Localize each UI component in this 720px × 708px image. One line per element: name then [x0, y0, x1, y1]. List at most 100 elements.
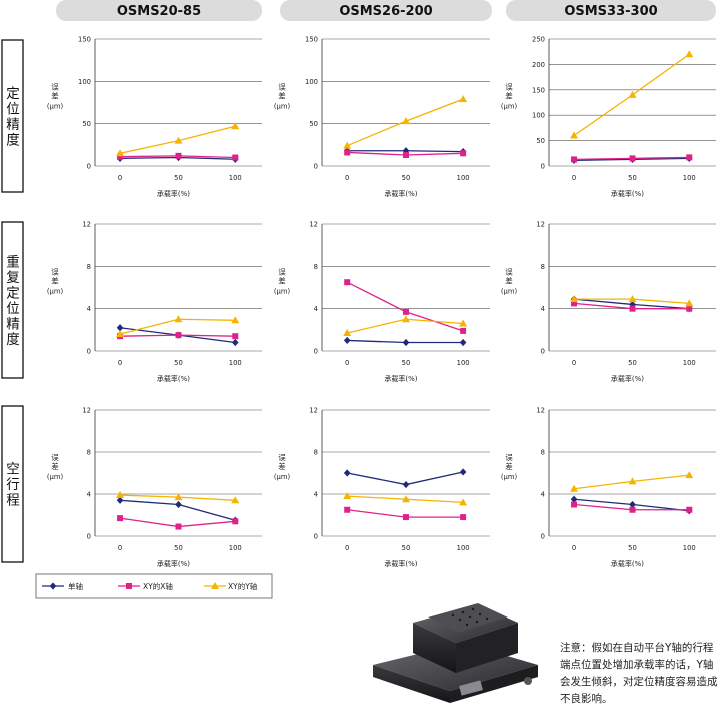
y-tick-label: 150 [78, 36, 91, 44]
data-point-square [460, 514, 467, 521]
y-axis-label: 误 [51, 453, 59, 462]
y-tick-label: 8 [541, 449, 545, 457]
legend-label: XY的X轴 [143, 581, 173, 591]
y-tick-label: 200 [532, 61, 545, 69]
y-axis-label: (μm) [47, 473, 64, 481]
x-axis-label: 承载率(%) [384, 374, 417, 383]
x-tick-label: 100 [229, 359, 242, 367]
plot-panel: 0 50 100 150 200 250 误差 (μm) 0 50 100 承载率(%) [501, 36, 716, 198]
x-tick-label: 50 [628, 174, 637, 182]
x-tick-label: 100 [457, 544, 470, 552]
data-point-triangle [570, 484, 579, 492]
y-axis-label: 误 [278, 268, 286, 277]
x-axis-label: 承载率(%) [384, 559, 417, 568]
plot-panel: 0 4 8 12 误差 (μm) 0 50 100 承载率(%) [47, 221, 262, 383]
y-tick-label: 50 [309, 120, 318, 128]
y-axis-label: (μm) [501, 103, 518, 111]
x-tick-label: 0 [345, 359, 349, 367]
data-point-square [686, 154, 693, 161]
x-tick-label: 100 [683, 174, 696, 182]
x-tick-label: 50 [402, 359, 411, 367]
y-axis-label: 差 [278, 91, 286, 101]
data-point-triangle [628, 90, 637, 98]
y-tick-label: 0 [541, 348, 545, 356]
data-point-triangle [685, 299, 694, 307]
y-tick-label: 0 [87, 163, 91, 171]
y-tick-label: 100 [78, 78, 91, 86]
x-tick-label: 50 [174, 174, 183, 182]
x-axis-label: 承载率(%) [157, 559, 190, 568]
y-tick-label: 0 [314, 533, 318, 541]
note-text: 注意：假如在自动平台Y轴的行程端点位置处增加承载率的话，Y轴会发生倾斜，对定位精… [560, 642, 718, 705]
data-point-triangle [570, 131, 579, 139]
data-point-square [403, 514, 409, 521]
y-axis-label: 误 [51, 268, 59, 277]
data-point-triangle [174, 315, 183, 323]
x-tick-label: 50 [402, 174, 411, 182]
y-tick-label: 12 [309, 221, 318, 229]
data-point-triangle [628, 477, 637, 485]
data-point-square [686, 506, 693, 513]
data-point-triangle [231, 316, 240, 324]
row-label-box [1, 405, 24, 563]
data-point-square [629, 155, 636, 162]
data-point-square [571, 501, 578, 508]
x-axis-label: 承载率(%) [157, 189, 190, 198]
y-tick-label: 0 [314, 348, 318, 356]
y-axis-label: 差 [278, 461, 286, 471]
data-point-triangle [628, 295, 637, 303]
data-point-diamond [49, 582, 57, 590]
x-tick-label: 100 [683, 544, 696, 552]
data-point-triangle [174, 136, 183, 144]
row-label-text: 重复定位精度 [6, 254, 20, 348]
x-tick-label: 100 [683, 359, 696, 367]
y-axis-label: (μm) [274, 103, 291, 111]
column-header-label: OSMS20-85 [117, 4, 201, 19]
data-point-diamond [570, 495, 578, 503]
data-point-square [460, 150, 467, 157]
y-axis-label: 误 [505, 268, 513, 277]
x-axis-label: 承载率(%) [611, 559, 644, 568]
row-label-box [1, 221, 24, 379]
y-axis-label: (μm) [47, 103, 64, 111]
plot-panel: 0 50 100 150 误差 (μm) 0 50 100 承载率(%) [47, 36, 262, 198]
x-tick-label: 100 [457, 174, 470, 182]
data-point-diamond [343, 336, 351, 345]
column-header-label: OSMS33-300 [564, 4, 657, 19]
data-point-diamond [402, 338, 410, 347]
x-tick-label: 50 [628, 359, 637, 367]
y-axis-label: 误 [505, 83, 513, 92]
y-axis-label: (μm) [274, 288, 291, 296]
y-tick-label: 12 [82, 221, 91, 229]
data-point-triangle [685, 471, 694, 479]
series-line [346, 281, 464, 332]
data-point-diamond [343, 469, 351, 477]
y-tick-label: 0 [541, 533, 545, 541]
x-tick-label: 50 [628, 544, 637, 552]
data-point-triangle [402, 495, 410, 503]
y-axis-label: 误 [51, 83, 59, 92]
data-point-square [629, 506, 636, 513]
x-tick-label: 0 [118, 359, 122, 367]
y-tick-label: 100 [532, 112, 545, 120]
x-axis-label: 承载率(%) [611, 374, 644, 383]
data-point-square [175, 523, 182, 530]
y-tick-label: 8 [87, 263, 91, 271]
y-axis-label: (μm) [501, 473, 518, 481]
plot-panel: 0 4 8 12 误差 (μm) 0 50 100 承载率(%) [274, 221, 490, 383]
data-point-square [117, 153, 124, 160]
y-tick-label: 12 [82, 407, 91, 415]
legend-label: XY的Y轴 [228, 581, 257, 591]
x-tick-label: 0 [572, 359, 576, 367]
data-point-diamond [629, 300, 636, 309]
y-tick-label: 150 [532, 86, 545, 94]
y-tick-label: 4 [87, 491, 91, 499]
x-axis-label: 承载率(%) [157, 374, 190, 383]
data-point-triangle [402, 117, 410, 125]
data-point-square [175, 152, 182, 159]
plot-panel: 0 4 8 12 误差 (μm) 0 50 100 承载率(%) [501, 407, 716, 568]
y-tick-label: 50 [82, 120, 91, 128]
